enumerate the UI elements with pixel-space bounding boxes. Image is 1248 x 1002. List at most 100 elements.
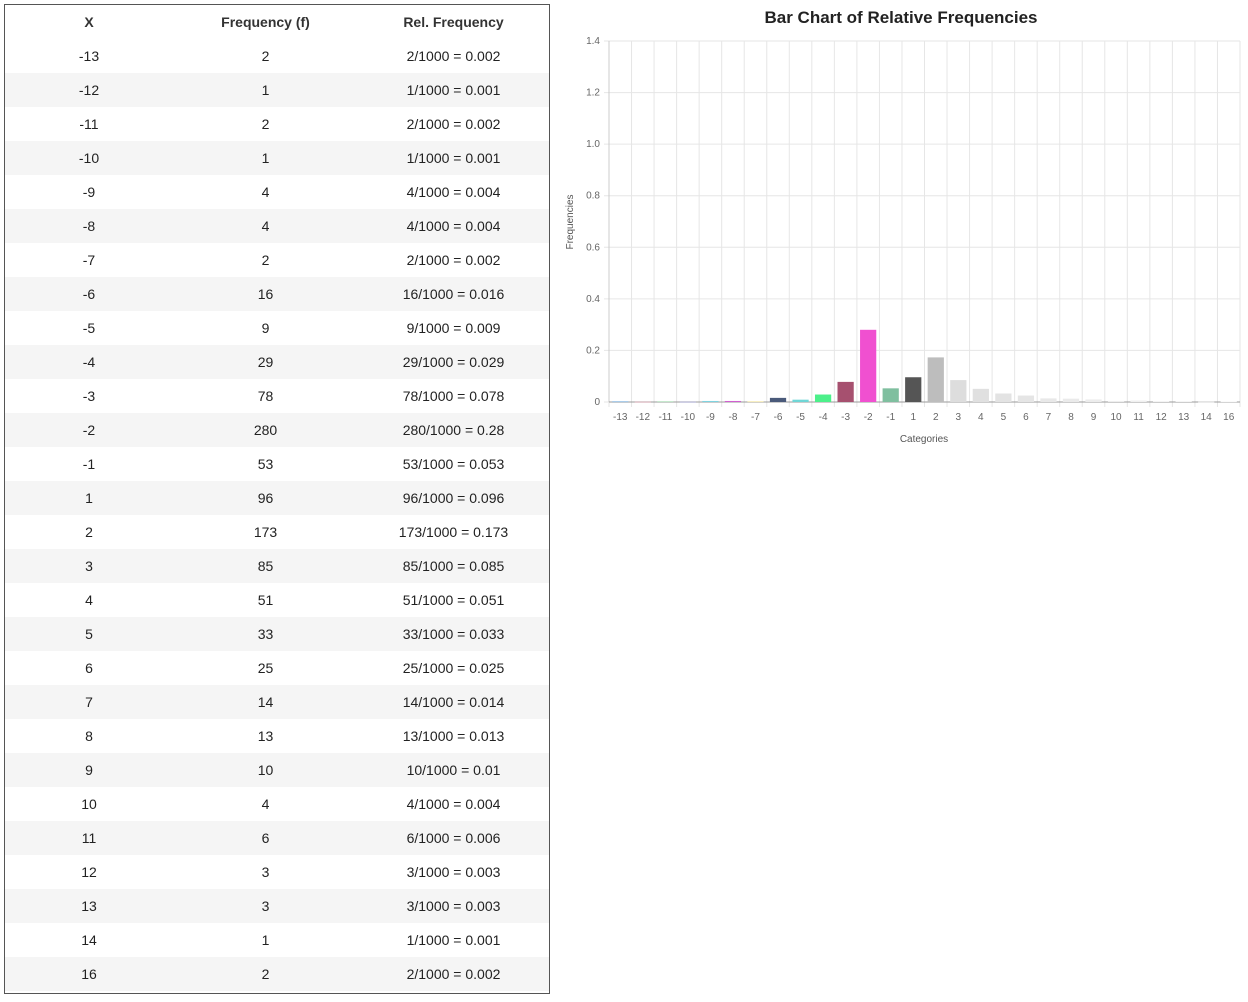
bar-8	[1062, 398, 1080, 402]
cell-frequency: 51	[257, 592, 274, 608]
bar-6	[1017, 395, 1035, 402]
table-row: 5 33 33/1000 = 0.033	[5, 617, 549, 651]
cell-rel-frequency: 33/1000 = 0.033	[402, 626, 505, 642]
bar--13	[612, 401, 629, 403]
cell-frequency: 3	[261, 864, 270, 880]
x-tick-label: -1	[886, 412, 895, 423]
cell-x: 3	[85, 558, 93, 574]
table-row: 16 2 2/1000 = 0.002	[5, 957, 549, 991]
bar--8	[724, 400, 742, 402]
x-tick-label: -9	[706, 412, 715, 423]
cell-rel-frequency: 4/1000 = 0.004	[406, 796, 501, 812]
table-row: -8 4 4/1000 = 0.004	[5, 209, 549, 243]
x-tick-label: -8	[728, 412, 737, 423]
table-row: 13 3 3/1000 = 0.003	[5, 889, 549, 923]
table-row: 11 6 6/1000 = 0.006	[5, 821, 549, 855]
table-row: -13 2 2/1000 = 0.002	[5, 39, 549, 73]
x-tick-label: 10	[1110, 412, 1122, 423]
table-row: 14 1 1/1000 = 0.001	[5, 923, 549, 957]
x-tick-label: -4	[819, 412, 828, 423]
table-row: -10 1 1/1000 = 0.001	[5, 141, 549, 175]
cell-x: -5	[82, 320, 96, 336]
cell-frequency: 6	[261, 830, 270, 846]
cell-frequency: 4	[261, 184, 270, 200]
cell-x: 10	[81, 796, 97, 812]
cell-rel-frequency: 78/1000 = 0.078	[402, 388, 505, 404]
cell-rel-frequency: 51/1000 = 0.051	[402, 592, 505, 608]
table-row: 12 3 3/1000 = 0.003	[5, 855, 549, 889]
cell-frequency: 2	[261, 966, 270, 982]
y-tick-label: 1.0	[586, 139, 600, 150]
table-row: -6 16 16/1000 = 0.016	[5, 277, 549, 311]
cell-frequency: 3	[261, 898, 270, 914]
cell-frequency: 96	[257, 490, 274, 506]
cell-x: 14	[81, 932, 97, 948]
cell-x: 11	[81, 830, 97, 846]
table-row: 7 14 14/1000 = 0.014	[5, 685, 549, 719]
chart-title: Bar Chart of Relative Frequencies	[764, 8, 1037, 27]
x-tick-label: 13	[1178, 412, 1190, 423]
table-row: -5 9 9/1000 = 0.009	[5, 311, 549, 345]
bar-1	[905, 377, 922, 402]
cell-x: 13	[81, 898, 97, 914]
cell-frequency: 85	[257, 558, 274, 574]
cell-rel-frequency: 10/1000 = 0.01	[406, 762, 501, 778]
cell-x: -7	[82, 252, 96, 268]
cell-rel-frequency: 25/1000 = 0.025	[402, 660, 505, 676]
bar--12	[634, 401, 651, 403]
x-tick-label: 8	[1068, 412, 1074, 423]
y-axis-title: Frequencies	[565, 194, 576, 249]
x-tick-label: 3	[956, 412, 962, 423]
cell-frequency: 9	[261, 320, 270, 336]
bar--2	[860, 329, 877, 402]
bar-16	[1220, 401, 1237, 403]
cell-rel-frequency: 2/1000 = 0.002	[406, 48, 501, 64]
x-tick-label: 14	[1201, 412, 1213, 423]
cell-x: 9	[85, 762, 93, 778]
table-header-row: X Frequency (f) Rel. Frequency	[5, 5, 549, 39]
cell-rel-frequency: 85/1000 = 0.085	[402, 558, 505, 574]
cell-frequency: 33	[257, 626, 274, 642]
cell-frequency: 2	[261, 116, 270, 132]
cell-rel-frequency: 2/1000 = 0.002	[406, 252, 501, 268]
bar--10	[679, 401, 696, 403]
table-row: -2 280 280/1000 = 0.28	[5, 413, 549, 447]
cell-x: -9	[82, 184, 96, 200]
cell-rel-frequency: 1/1000 = 0.001	[406, 932, 501, 948]
cell-x: 16	[81, 966, 97, 982]
bar--9	[702, 400, 719, 402]
table-row: -9 4 4/1000 = 0.004	[5, 175, 549, 209]
table-row: 10 4 4/1000 = 0.004	[5, 787, 549, 821]
cell-frequency: 4	[261, 218, 270, 234]
table-row: 6 25 25/1000 = 0.025	[5, 651, 549, 685]
x-tick-label: -2	[864, 412, 873, 423]
cell-x: -6	[82, 286, 96, 302]
cell-x: -10	[78, 150, 100, 166]
x-axis-title: Categories	[900, 434, 948, 445]
header-x: X	[84, 14, 94, 30]
y-tick-label: 0.4	[586, 294, 600, 305]
y-tick-label: 0	[594, 397, 600, 408]
bar-11	[1130, 400, 1147, 402]
cell-rel-frequency: 3/1000 = 0.003	[406, 898, 501, 914]
cell-x: -12	[78, 82, 100, 98]
bar-14	[1198, 401, 1215, 403]
cell-rel-frequency: 6/1000 = 0.006	[406, 830, 501, 846]
cell-x: 5	[85, 626, 93, 642]
cell-frequency: 53	[257, 456, 274, 472]
cell-rel-frequency: 4/1000 = 0.004	[406, 184, 501, 200]
cell-x: -8	[82, 218, 96, 234]
cell-frequency: 1	[261, 82, 270, 98]
bar-chart: Bar Chart of Relative Frequencies Catego…	[556, 0, 1248, 460]
x-tick-label: 2	[933, 412, 939, 423]
cell-rel-frequency: 280/1000 = 0.28	[402, 422, 505, 438]
x-tick-label: -10	[681, 412, 696, 423]
table-row: 3 85 85/1000 = 0.085	[5, 549, 549, 583]
bar-chart-svg: Bar Chart of Relative Frequencies Catego…	[565, 8, 1241, 445]
cell-rel-frequency: 4/1000 = 0.004	[406, 218, 501, 234]
cell-frequency: 1	[261, 932, 270, 948]
header-frequency: Frequency (f)	[221, 14, 310, 30]
table-row: -3 78 78/1000 = 0.078	[5, 379, 549, 413]
cell-rel-frequency: 16/1000 = 0.016	[402, 286, 505, 302]
table-row: 4 51 51/1000 = 0.051	[5, 583, 549, 617]
